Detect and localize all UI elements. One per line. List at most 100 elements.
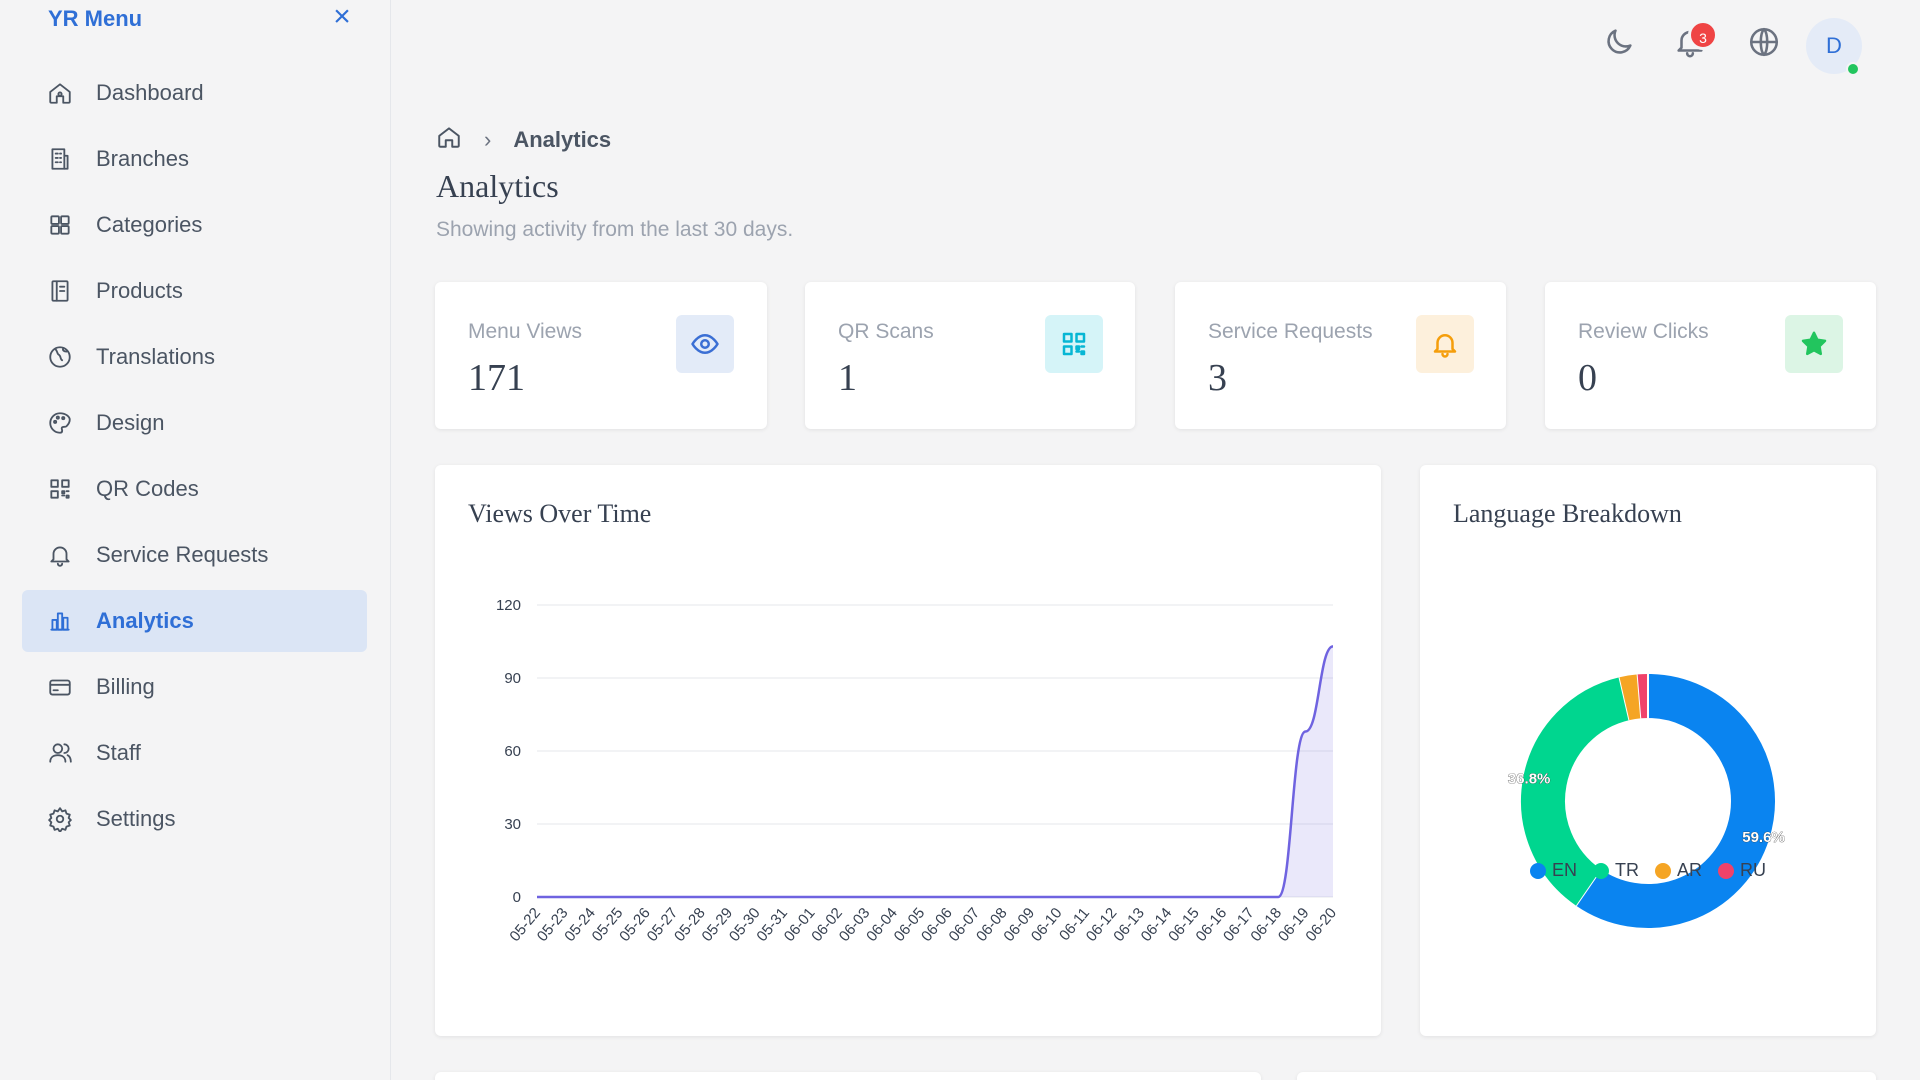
stat-label: Service Requests [1208, 320, 1373, 343]
legend-dot [1593, 862, 1610, 879]
legend-dot [1530, 862, 1546, 879]
bell-icon [1416, 315, 1474, 373]
brand-title[interactable]: YR Menu [48, 6, 143, 31]
sidebar-item-label: Translations [96, 344, 216, 369]
legend-item-tr[interactable]: TR [1593, 860, 1639, 881]
language-breakdown-panel: Language Breakdown 59.6% 36.8% [1420, 465, 1876, 1036]
qr-icon [46, 475, 74, 503]
language-globe-icon[interactable] [1744, 22, 1784, 62]
bottom-panel-left [435, 1072, 1261, 1080]
credit-card-icon [46, 673, 74, 701]
x-tick-label: 06-20 [1302, 905, 1340, 945]
slice-tr[interactable] [1521, 677, 1631, 906]
y-tick-label: 0 [513, 889, 521, 906]
breadcrumb: › Analytics [436, 124, 611, 156]
breadcrumb-current: Analytics [513, 127, 612, 152]
page-title: Analytics [436, 168, 559, 204]
sidebar-item-translations[interactable]: Translations [22, 326, 367, 388]
sidebar-item-billing[interactable]: Billing [22, 656, 367, 718]
home-icon [46, 79, 74, 107]
stat-label: Review Clicks [1578, 320, 1709, 343]
sidebar-item-categories[interactable]: Categories [22, 194, 367, 256]
sidebar-item-design[interactable]: Design [22, 392, 367, 454]
bottom-panel-right [1297, 1072, 1876, 1080]
sidebar-item-label: Billing [96, 674, 155, 699]
y-tick-label: 90 [504, 670, 521, 687]
sidebar-item-service-requests[interactable]: Service Requests [22, 524, 367, 586]
sidebar-item-products[interactable]: Products [22, 260, 367, 322]
y-tick-label: 60 [504, 743, 521, 760]
qr-scan-icon [1045, 315, 1103, 373]
stat-value: 0 [1578, 357, 1597, 399]
eye-icon [676, 315, 734, 373]
building-icon [46, 145, 74, 173]
online-status-dot [1846, 62, 1860, 76]
sidebar-item-label: Service Requests [96, 542, 269, 567]
legend-item-ru[interactable]: RU [1718, 860, 1766, 881]
views-over-time-panel: Views Over Time 0 30 60 90 120 05-22 05-23 05-2… [435, 465, 1381, 1036]
legend-dot [1718, 862, 1735, 879]
sidebar-item-staff[interactable]: Staff [22, 722, 367, 784]
breadcrumb-chevron-icon: › [484, 127, 492, 152]
slice-label: 59.6% [1742, 829, 1785, 846]
sidebar-item-settings[interactable]: Settings [22, 788, 367, 850]
users-icon [46, 739, 74, 767]
y-tick-label: 120 [496, 597, 521, 614]
bar-chart-icon [46, 607, 74, 635]
area-fill [537, 646, 1333, 897]
palette-icon [46, 409, 74, 437]
stat-card-service-requests: Service Requests 3 [1175, 282, 1506, 429]
gear-icon [46, 805, 74, 833]
views-chart-title: Views Over Time [468, 499, 652, 528]
views-line-chart: 030609012005-2205-2305-2405-2505-2605-27… [496, 597, 1340, 945]
stat-value: 171 [468, 357, 525, 399]
sidebar-item-label: Staff [96, 740, 141, 765]
x-tick-label: 06-10 [1028, 905, 1066, 945]
legend-label: EN [1552, 860, 1578, 880]
sidebar-item-label: Categories [96, 212, 203, 237]
sidebar-nav: Dashboard Branches Categories Products Trans… [22, 62, 367, 854]
stat-card-menu-views: Menu Views 171 [435, 282, 767, 429]
stat-value: 1 [838, 357, 857, 399]
sidebar-item-branches[interactable]: Branches [22, 128, 367, 190]
legend-item-en[interactable]: EN [1530, 860, 1577, 881]
legend-label: RU [1740, 860, 1767, 880]
slice-separator [1618, 677, 1631, 721]
star-icon [1785, 315, 1843, 373]
breadcrumb-home-icon[interactable] [436, 124, 462, 156]
grid-icon [46, 211, 74, 239]
language-legend: EN TR AR RU [1530, 860, 1782, 881]
notification-badge: 3 [1688, 20, 1718, 50]
legend-label: AR [1677, 860, 1703, 880]
sidebar-item-label: Branches [96, 146, 189, 171]
sidebar-item-label: Analytics [96, 608, 194, 633]
legend-dot [1655, 862, 1672, 879]
book-icon [46, 277, 74, 305]
sidebar-item-label: Products [96, 278, 183, 303]
dark-mode-icon[interactable] [1599, 22, 1639, 62]
stat-value: 3 [1208, 357, 1227, 399]
bell-icon [46, 541, 74, 569]
stat-label: Menu Views [468, 320, 583, 343]
slice-en[interactable] [1575, 674, 1775, 928]
stat-card-review-clicks: Review Clicks 0 [1545, 282, 1876, 429]
sidebar-item-label: Dashboard [96, 80, 204, 105]
globe-icon [46, 343, 74, 371]
sidebar-item-analytics[interactable]: Analytics [22, 590, 367, 652]
sidebar-item-dashboard[interactable]: Dashboard [22, 62, 367, 124]
y-tick-label: 30 [504, 816, 521, 833]
legend-item-ar[interactable]: AR [1655, 860, 1702, 881]
language-donut-chart: 59.6% 36.8% [1508, 674, 1785, 928]
series-line [536, 645, 1334, 899]
close-sidebar-icon[interactable]: × [333, 0, 351, 33]
sidebar-item-label: QR Codes [96, 476, 199, 501]
stat-label: QR Scans [838, 320, 934, 343]
sidebar-item-label: Design [96, 410, 165, 435]
language-chart-title: Language Breakdown [1453, 499, 1682, 528]
sidebar-item-qr-codes[interactable]: QR Codes [22, 458, 367, 520]
page-subtitle: Showing activity from the last 30 days. [436, 218, 794, 241]
legend-label: TR [1615, 860, 1640, 880]
slice-ar[interactable] [1619, 674, 1642, 721]
sidebar-item-label: Settings [96, 806, 176, 831]
sidebar: YR Menu × Dashboard Branches Categories Pro… [0, 0, 391, 1080]
